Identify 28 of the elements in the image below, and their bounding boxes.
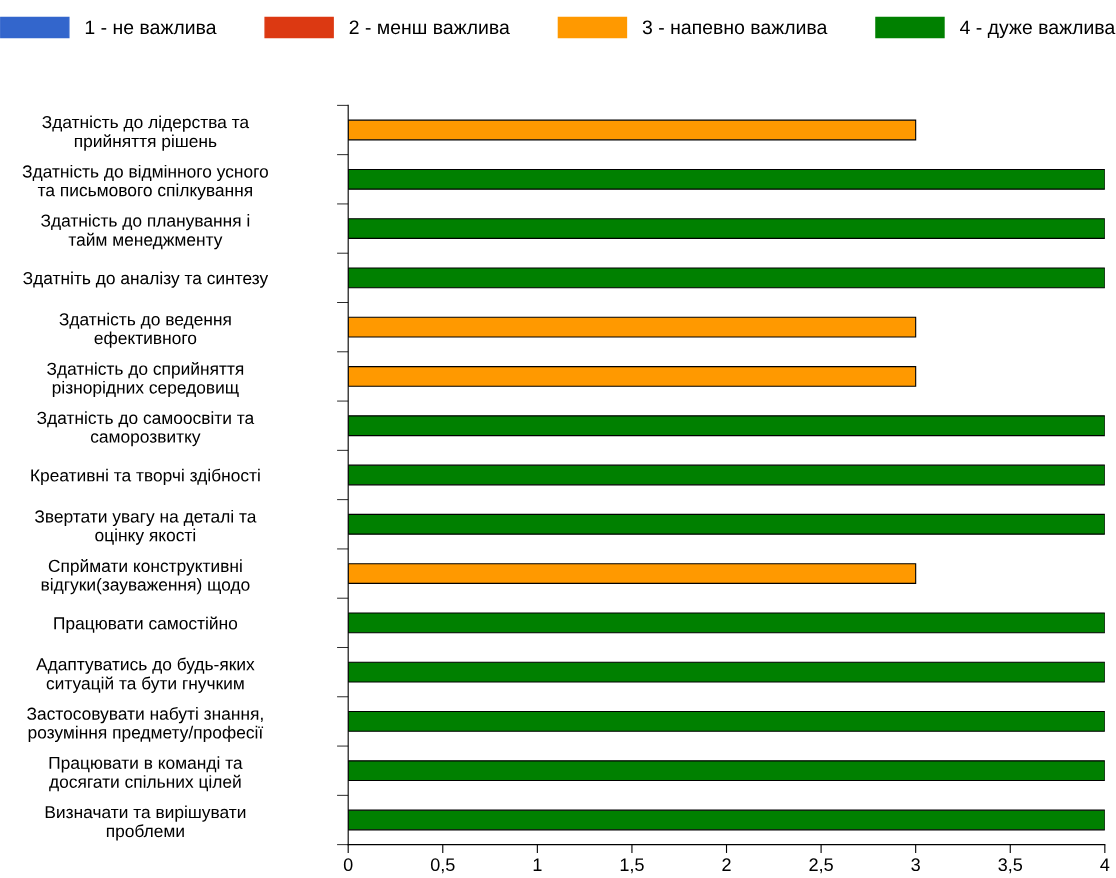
x-tick-label: 3,5 <box>998 858 1023 874</box>
x-tick-label: 3 <box>911 858 920 872</box>
x-tick-label: 0,5 <box>430 858 455 874</box>
x-tick-label: 4 <box>1100 858 1110 871</box>
y-tick-label: Здатність до ведення ефективного <box>59 312 231 348</box>
y-tick-label: Адаптуватись до будь-яких ситуацій та бути гнучким <box>36 657 255 693</box>
x-tick-label: 1 <box>533 858 542 871</box>
y-tick-label: Здатність до лідерства та прийняття рішень <box>42 115 250 151</box>
y-tick-label: Застосовувати набуті знання, розуміння предмету/професії <box>27 706 264 742</box>
y-tick-label: Працювати самостійно <box>54 616 238 633</box>
y-tick-label: Звертати увагу на деталі та оцінку якості <box>34 509 257 545</box>
y-tick-label: Спрймати конструктивні відгуки(зауваження) щодо <box>41 559 250 595</box>
x-tick-label: 1,5 <box>620 858 644 874</box>
y-tick-label: Визначати та вирішувати проблеми <box>45 805 246 841</box>
y-tick-label: Здатність до самоосвіти та саморозвитку <box>37 411 255 447</box>
y-tick-label: Працювати в команді та досягати спільних цілей <box>49 756 243 792</box>
y-tick-label: Здатність до сприйняття різнорідних середовищ <box>47 361 244 398</box>
x-tick-label: 2 <box>722 858 731 871</box>
legend-label: 1 - не важлива <box>85 20 217 35</box>
legend-label: 2 - менш важлива <box>349 20 510 35</box>
y-tick-label: Здатність до планування і тайм менеджменту <box>41 214 250 250</box>
x-tick-label: 2,5 <box>809 858 833 874</box>
y-tick-label: Здатність до відмінного усного та письмового спілкування <box>22 164 268 200</box>
legend-label: 4 - дуже важлива <box>960 20 1116 39</box>
y-tick-label: Здатніть до аналізу та синтезу <box>23 271 269 288</box>
x-tick-label: 0 <box>343 858 353 872</box>
legend-label: 3 - напевно важлива <box>642 20 828 35</box>
y-tick-label: Креативні та творчі здібності <box>31 468 260 485</box>
